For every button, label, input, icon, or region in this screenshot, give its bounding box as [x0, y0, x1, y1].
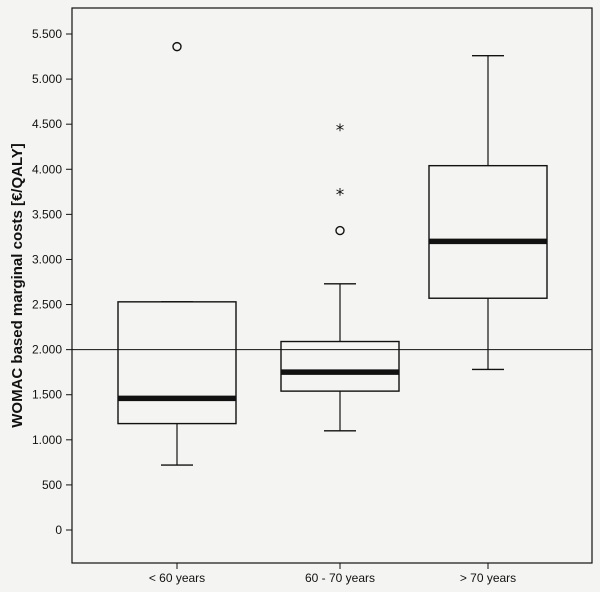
outlier-point: [335, 225, 345, 236]
y-axis-title: WOMAC based marginal costs [€/QALY]: [9, 143, 26, 428]
y-tick-label: 2.000: [32, 343, 62, 357]
y-tick-label: 4.000: [32, 162, 62, 176]
extreme-point: *: [336, 186, 345, 206]
boxes-group: **: [117, 41, 548, 466]
x-axis: < 60 years 60 - 70 years > 70 years: [149, 563, 516, 585]
y-tick-label: 5.000: [32, 72, 62, 86]
y-tick-label: 3.500: [32, 207, 62, 221]
box-3: [428, 54, 548, 371]
y-tick-label: 1.500: [32, 388, 62, 402]
y-axis: 0 500 1.000 1.500 2.000 2.500 3.000 3.500 4.000 4…: [32, 27, 72, 537]
box-iqr: [280, 340, 400, 392]
box-1: [117, 41, 237, 466]
y-tick-label: 2.500: [32, 298, 62, 312]
box-iqr: [428, 164, 548, 299]
box-2: **: [280, 121, 400, 432]
x-tick-label: > 70 years: [460, 571, 516, 585]
y-tick-label: 3.000: [32, 252, 62, 266]
y-tick-label: 500: [42, 478, 62, 492]
x-tick-label: < 60 years: [149, 571, 205, 585]
y-tick-label: 1.000: [32, 433, 62, 447]
y-tick-label: 0: [55, 523, 62, 537]
extreme-point: *: [336, 121, 345, 141]
x-tick-label: 60 - 70 years: [305, 571, 375, 585]
y-tick-label: 5.500: [32, 27, 62, 41]
plot-frame: [71, 7, 593, 564]
outlier-point: [172, 41, 182, 52]
y-tick-label: 4.500: [32, 117, 62, 131]
box-iqr: [117, 301, 237, 425]
